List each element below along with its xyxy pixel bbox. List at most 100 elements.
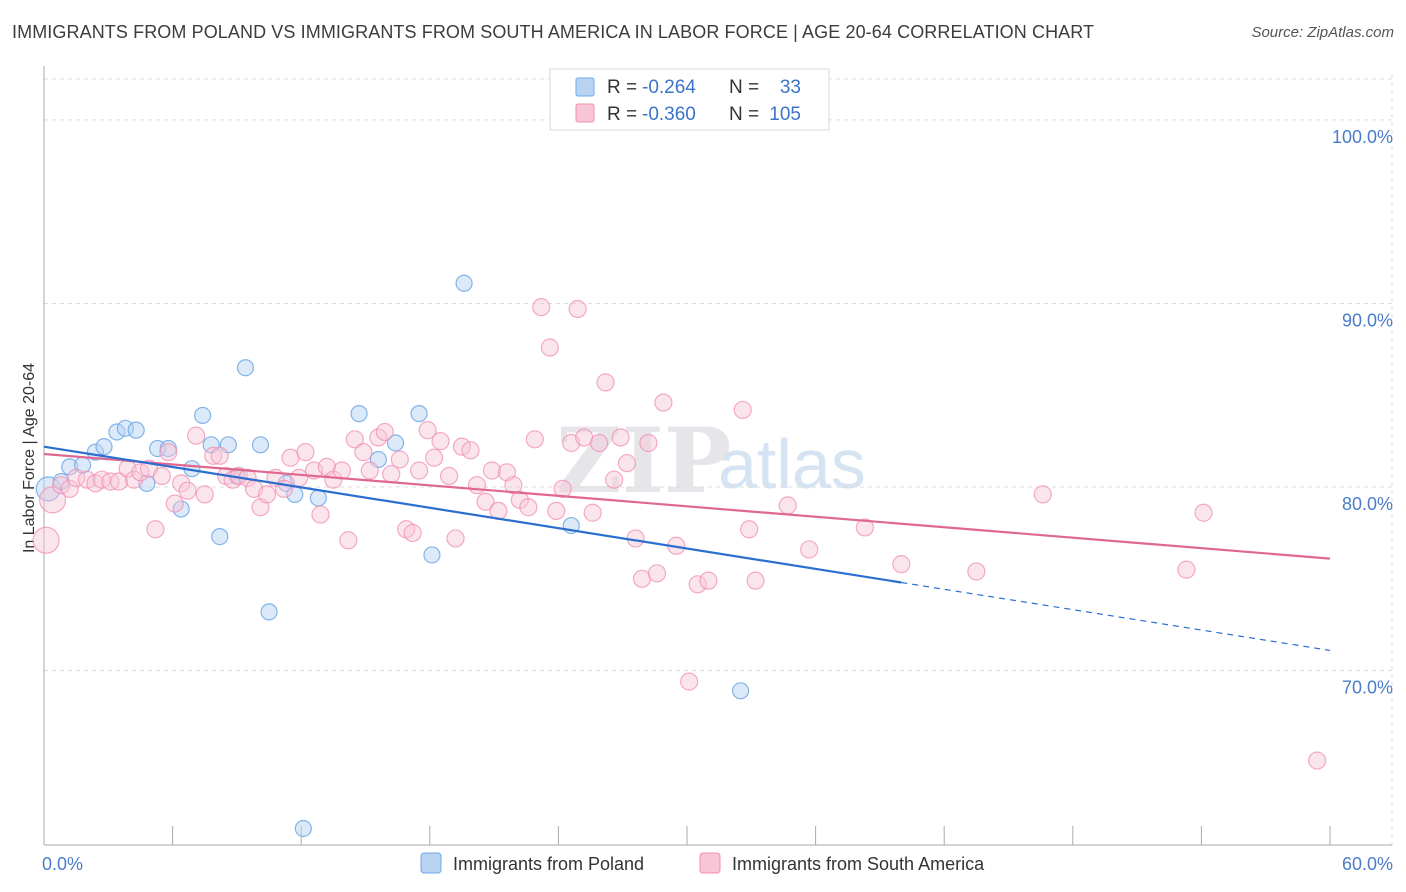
data-point-south-america — [553, 479, 572, 498]
data-point-south-america — [339, 531, 358, 550]
y-tick-label: 100.0% — [1332, 127, 1393, 147]
series-poland — [35, 274, 750, 838]
legend-r-label: R = — [607, 77, 637, 98]
data-point-south-america — [461, 441, 480, 460]
legend-swatch-poland — [575, 77, 595, 97]
data-point-south-america — [159, 443, 178, 462]
data-point-south-america — [532, 298, 551, 317]
data-point-south-america — [699, 571, 718, 590]
data-point-south-america — [382, 465, 401, 484]
trend-line-poland — [43, 445, 902, 584]
data-point-south-america — [568, 299, 587, 319]
data-point-south-america — [525, 430, 544, 449]
data-point-poland — [251, 436, 270, 454]
trend-line-south-america — [43, 452, 1331, 560]
data-point-south-america — [740, 520, 759, 539]
legend-n-label: N = — [729, 104, 759, 125]
data-point-south-america — [165, 494, 184, 513]
bottom-legend-label-south-america: Immigrants from South America — [732, 854, 985, 874]
data-point-south-america — [654, 393, 673, 412]
data-point-poland — [423, 546, 441, 564]
data-point-south-america — [109, 472, 129, 491]
data-point-south-america — [605, 470, 624, 489]
data-point-south-america — [360, 461, 379, 480]
series-legend: Immigrants from Poland Immigrants from S… — [420, 852, 985, 874]
legend-n-label: N = — [729, 77, 759, 98]
data-point-south-america — [60, 479, 79, 498]
legend-n-value-south-america: 105 — [769, 104, 801, 125]
watermark-zip: ZIP — [556, 408, 731, 514]
data-point-south-america — [431, 432, 450, 451]
data-point-south-america — [800, 540, 819, 559]
trend-lines — [43, 445, 1331, 652]
chart-title: IMMIGRANTS FROM POLAND VS IMMIGRANTS FRO… — [12, 22, 1095, 42]
stats-legend: R = -0.264 N = 33 R = -0.360 N = 105 — [549, 68, 830, 131]
trend-line-poland-extension — [901, 581, 1331, 652]
data-point-south-america — [311, 505, 330, 524]
y-tick-label: 80.0% — [1342, 494, 1393, 514]
data-point-south-america — [152, 466, 171, 486]
x-tick-label-min: 0.0% — [42, 854, 83, 874]
data-point-south-america — [519, 498, 538, 517]
data-point-poland — [95, 438, 113, 456]
data-point-poland — [194, 406, 212, 425]
x-tick-marks — [43, 826, 1331, 845]
data-point-south-america — [540, 338, 559, 357]
data-point-poland — [127, 421, 145, 439]
data-point-south-america — [289, 468, 309, 487]
data-point-south-america — [967, 562, 986, 581]
watermark-atlas: atlas — [718, 425, 866, 503]
data-point-south-america — [390, 450, 409, 469]
data-point-south-america — [172, 474, 191, 493]
data-point-south-america — [596, 373, 615, 392]
data-point-south-america — [647, 564, 667, 583]
data-point-south-america — [680, 672, 699, 691]
data-point-south-america — [210, 446, 229, 465]
data-point-poland — [294, 819, 312, 838]
y-tick-labels: 70.0% 80.0% 90.0% 100.0% — [1332, 127, 1393, 698]
data-point-poland — [386, 434, 405, 452]
legend-r-value-poland: -0.264 — [642, 77, 696, 98]
data-point-poland — [309, 489, 327, 507]
data-point-south-america — [257, 485, 277, 504]
y-tick-label: 70.0% — [1342, 678, 1393, 698]
data-point-poland — [236, 359, 255, 377]
data-point-south-america — [467, 476, 487, 495]
data-point-south-america — [124, 470, 144, 489]
legend-n-value-poland: 33 — [780, 77, 801, 98]
data-point-south-america — [476, 492, 495, 511]
data-point-south-america — [688, 575, 707, 594]
data-point-south-america — [611, 428, 630, 447]
data-point-south-america — [375, 422, 394, 442]
bottom-legend-label-poland: Immigrants from Poland — [453, 854, 644, 874]
y-axis-label: In Labor Force | Age 20-64 — [21, 363, 38, 553]
y-tick-label: 90.0% — [1342, 310, 1393, 330]
data-point-south-america — [178, 481, 197, 500]
data-point-south-america — [778, 496, 797, 515]
data-point-poland — [731, 682, 750, 700]
data-point-south-america — [187, 426, 206, 445]
data-point-south-america — [424, 448, 444, 467]
data-point-south-america — [345, 430, 364, 449]
data-point-poland — [410, 405, 428, 423]
data-point-south-america — [1194, 503, 1213, 522]
data-point-south-america — [482, 461, 502, 480]
data-point-south-america — [146, 520, 165, 539]
legend-swatch-south-america — [575, 103, 595, 123]
data-point-south-america — [855, 518, 874, 537]
data-point-south-america — [547, 501, 566, 520]
data-point-south-america — [439, 466, 459, 486]
series-south-america — [32, 298, 1327, 770]
data-point-south-america — [746, 571, 765, 590]
data-point-south-america — [617, 454, 637, 473]
legend-box — [549, 68, 830, 131]
data-point-poland — [260, 603, 278, 621]
source-credit: Source: ZipAtlas.com — [1251, 24, 1394, 41]
data-point-south-america — [639, 433, 658, 453]
data-point-south-america — [403, 523, 422, 543]
bottom-legend-swatch-south-america — [699, 852, 721, 874]
data-point-south-america — [446, 529, 465, 548]
data-point-south-america — [32, 526, 60, 554]
data-point-south-america — [296, 443, 315, 462]
data-point-south-america — [354, 443, 373, 462]
